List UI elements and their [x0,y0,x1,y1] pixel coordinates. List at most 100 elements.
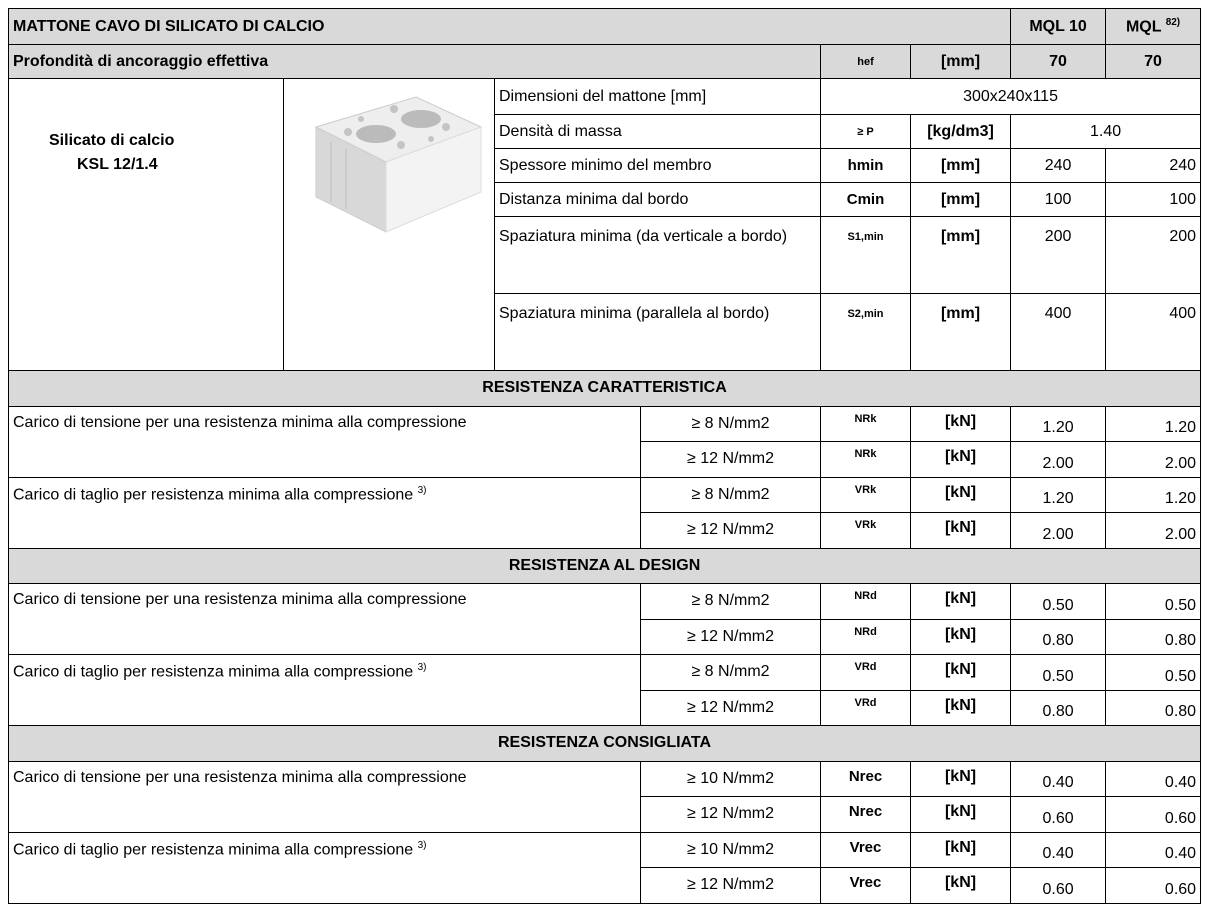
condition: ≥ 8 N/mm2 [640,654,821,691]
condition: ≥ 12 N/mm2 [640,796,821,833]
load-label: Carico di taglio per resistenza minima a… [8,476,641,549]
symbol: VRk [820,476,911,513]
property-row: Densità di massa ≥ P [kg/dm3] 1.40 [9,114,1202,149]
value: 0.50 [1105,654,1202,691]
symbol: Cmin [820,182,911,217]
load-label-text: Carico di taglio per resistenza minima a… [13,840,414,858]
value: 0.40 [1010,760,1107,797]
value: 2.00 [1010,441,1107,478]
value: 0.50 [1010,654,1107,691]
property-value: 400 [1010,293,1107,371]
symbol: S1,min [820,216,911,294]
value: 0.60 [1010,867,1107,904]
property-label: Distanza minima dal bordo [494,182,821,217]
resistance-row: Carico di tensione per una resistenza mi… [8,405,1202,478]
value: 1.20 [1105,405,1202,442]
value: 0.40 [1105,760,1202,797]
material-name: Silicato di calcio [49,132,175,149]
unit: [kN] [909,441,1012,478]
property-label: Spaziatura minima (parallela al bordo) [494,293,821,371]
value: 2.00 [1010,512,1107,549]
value: 0.60 [1010,796,1107,833]
value: 2.00 [1105,441,1202,478]
load-label: Carico di tensione per una resistenza mi… [8,583,641,655]
value: 1.20 [1105,476,1202,513]
property-row: Silicato di calcio KSL 12/1.4 Dimensioni … [8,78,1202,371]
unit: [mm] [909,182,1012,217]
footnote-ref: 3) [417,839,427,851]
section-title: RESISTENZA AL DESIGN [7,547,1202,584]
property-value: 100 [1010,182,1107,217]
brick-image-cell [283,78,495,371]
symbol: hef [820,44,911,79]
unit: [mm] [909,293,1012,371]
value: 0.40 [1105,831,1202,868]
symbol: Vrec [820,831,911,868]
property-label: Densità di massa [494,114,821,149]
value: 0.80 [1010,689,1107,726]
load-label: Carico di taglio per resistenza minima a… [8,654,641,726]
anchorage-row: Profondità di ancoraggio effettiva hef [… [8,44,1202,79]
value: 70 [1010,44,1107,79]
value: 1.20 [1010,476,1107,513]
unit: [mm] [909,148,1012,183]
value: 70 [1105,44,1202,79]
section-title: RESISTENZA CONSIGLIATA [7,725,1202,762]
condition: ≥ 10 N/mm2 [640,831,821,868]
data-table: MATTONE CAVO DI SILICATO DI CALCIO MQL 1… [7,8,1202,904]
footnote-ref: 3) [417,484,427,496]
condition: ≥ 12 N/mm2 [640,441,821,478]
condition: ≥ 8 N/mm2 [640,405,821,442]
symbol: VRd [820,654,911,691]
resistance-row: Carico di taglio per resistenza minima a… [8,476,1202,549]
resistance-row: ≥ 12 N/mm2 NRd [kN] 0.80 0.80 [9,618,1202,655]
condition: ≥ 8 N/mm2 [640,476,821,513]
brick-image [314,96,483,233]
unit: [kN] [909,476,1012,513]
property-value: 240 [1010,148,1107,183]
property-value: 200 [1105,216,1202,294]
symbol: Nrec [820,796,911,833]
unit: [kN] [909,405,1012,442]
material-code: KSL 12/1.4 [77,156,158,173]
load-label: Carico di tensione per una resistenza mi… [8,405,641,478]
property-value: 240 [1105,148,1202,183]
symbol: NRk [820,405,911,442]
footnote-ref: 82) [1165,16,1181,28]
material: Silicato di calcio KSL 12/1.4 [8,78,284,371]
value: 2.00 [1105,512,1202,549]
value: 0.80 [1105,618,1202,655]
property-value: 300x240x115 [819,78,1202,115]
column-header: MQL 82) [1105,8,1202,45]
symbol: VRd [820,689,911,726]
resistance-row: Carico di taglio per resistenza minima a… [8,831,1202,904]
value: 0.60 [1105,867,1202,904]
value: 0.80 [1010,618,1107,655]
unit: [mm] [909,44,1012,79]
condition: ≥ 12 N/mm2 [640,689,821,726]
property-row: Distanza minima dal bordo Cmin [mm] 100 … [9,182,1202,217]
unit: [kN] [909,760,1012,797]
property-label: Spaziatura minima (da verticale a bordo) [494,216,821,294]
value: 0.50 [1010,583,1107,620]
unit: [kN] [909,689,1012,726]
unit: [kN] [909,618,1012,655]
resistance-row: ≥ 12 N/mm2 VRk [kN] 2.00 2.00 [9,512,1202,549]
table-body: MATTONE CAVO DI SILICATO DI CALCIO MQL 1… [7,8,1202,904]
load-label-text: Carico di tensione per una resistenza mi… [13,413,467,431]
symbol: NRd [820,618,911,655]
value: 0.50 [1105,583,1202,620]
condition: ≥ 12 N/mm2 [640,867,821,904]
symbol: VRk [820,512,911,549]
title: MATTONE CAVO DI SILICATO DI CALCIO [7,8,1012,45]
unit: [kN] [909,512,1012,549]
load-label: Carico di taglio per resistenza minima a… [8,831,641,904]
resistance-row: ≥ 12 N/mm2 VRd [kN] 0.80 0.80 [9,689,1202,726]
section-header-row: RESISTENZA AL DESIGN [7,547,1202,584]
load-label-text: Carico di tensione per una resistenza mi… [13,591,467,608]
value: 0.80 [1105,689,1202,726]
condition: ≥ 12 N/mm2 [640,618,821,655]
value: 1.20 [1010,405,1107,442]
condition: ≥ 12 N/mm2 [640,512,821,549]
